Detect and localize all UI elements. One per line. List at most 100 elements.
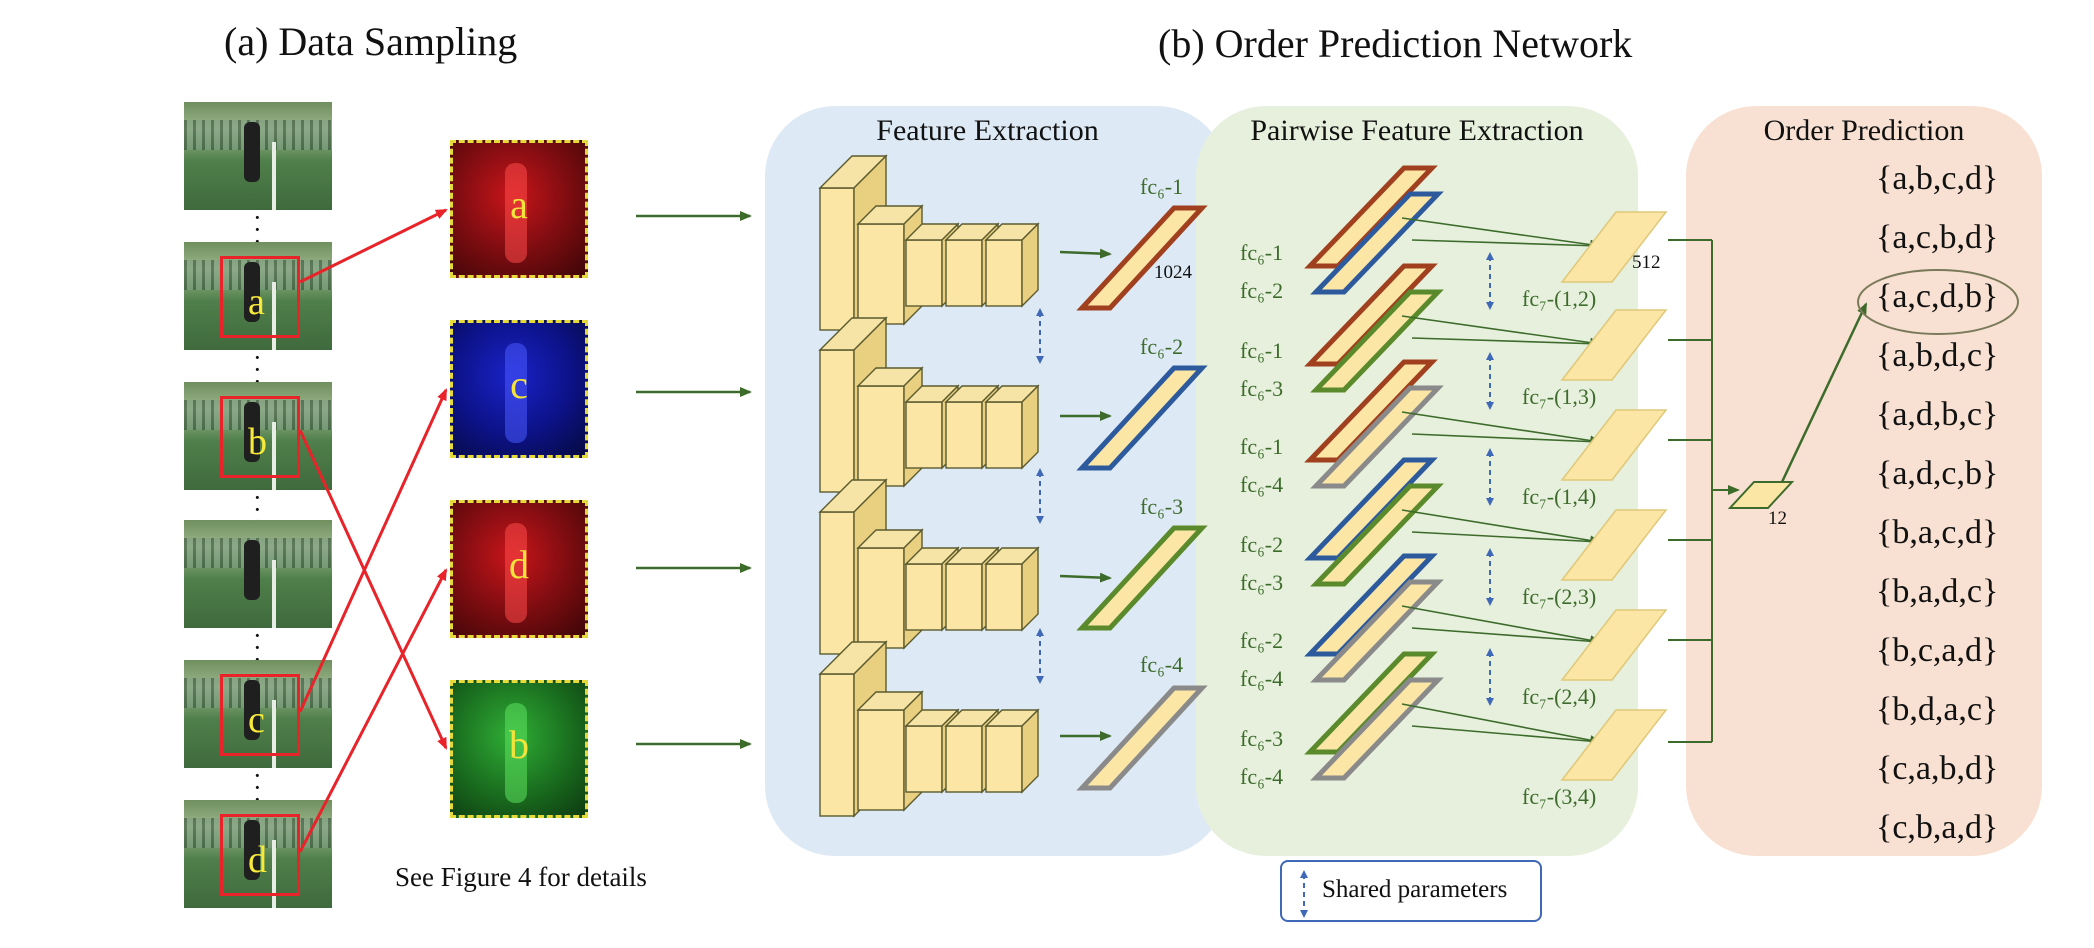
fc6-layers xyxy=(1076,205,1208,791)
network-title: (b) Order Prediction Network xyxy=(1158,21,1633,66)
fc6-2-layer xyxy=(1076,365,1208,471)
conv-block xyxy=(984,708,1040,794)
pairwise-panel xyxy=(1196,106,1638,856)
fc7-size-label: 512 xyxy=(1632,252,1661,273)
conv-block xyxy=(984,546,1040,632)
shared-parameters-legend: Shared parameters xyxy=(1280,860,1542,922)
permutation-item: {b,a,d,c} xyxy=(1876,573,1999,610)
pair-top-label: fc₆-3 xyxy=(1240,726,1284,751)
video-frame xyxy=(184,102,332,210)
fc6-3-layer xyxy=(1076,525,1208,631)
permutation-item: {a,b,c,d} xyxy=(1876,160,1999,197)
output-layer xyxy=(1727,481,1795,509)
pair-top-label: fc₆-1 xyxy=(1240,434,1284,459)
fc7-label: fc₇-(1,2) xyxy=(1522,286,1597,311)
fc6-arrows xyxy=(1059,248,1112,741)
crop-label: d xyxy=(509,542,529,587)
shared-arrow-icon xyxy=(1300,870,1308,918)
permutation-item: {a,d,b,c} xyxy=(1876,396,1999,433)
pairwise-title: Pairwise Feature Extraction xyxy=(1250,114,1584,147)
cnn-stacks xyxy=(818,154,1040,818)
concat-bracket xyxy=(1668,239,1740,743)
permutation-item: {b,c,a,d} xyxy=(1876,632,1999,669)
order-prediction-panel xyxy=(1686,106,2042,856)
pairwise-layers xyxy=(1304,165,1444,781)
pair-top-label: fc₆-1 xyxy=(1240,240,1284,265)
cnn-stack xyxy=(818,154,1040,332)
pair-top-label: fc₆-2 xyxy=(1240,532,1284,557)
fc6-size-label: 1024 xyxy=(1154,262,1192,283)
sampling-title: (a) Data Sampling xyxy=(224,19,518,64)
correct-order-ellipse xyxy=(1857,269,2019,335)
conv-block xyxy=(984,222,1040,308)
crop-b: b xyxy=(450,680,588,818)
ellipsis: ··· xyxy=(253,203,262,255)
pair-bottom-label: fc₆-2 xyxy=(1240,278,1284,303)
frame-label: a xyxy=(248,281,265,323)
video-frame-a: a xyxy=(184,242,332,350)
arrow-a xyxy=(299,208,448,284)
permutation-item: {a,b,d,c} xyxy=(1876,337,1999,374)
crop-d: d xyxy=(450,500,588,638)
conv-block xyxy=(984,384,1040,470)
crop-label: a xyxy=(510,182,528,227)
pair-bottom-label: fc₆-3 xyxy=(1240,376,1284,401)
pair-to-fc7-lines xyxy=(1401,217,1602,746)
arrow-c xyxy=(298,388,448,713)
video-frame-b: b xyxy=(184,382,332,490)
crop-label: c xyxy=(510,362,528,407)
fc7-label: fc₇-(3,4) xyxy=(1522,784,1597,809)
sampling-arrows xyxy=(298,208,448,853)
fc7-layers xyxy=(1560,211,1668,781)
permutation-item: {b,a,c,d} xyxy=(1876,514,1999,551)
fc7-label: fc₇-(2,3) xyxy=(1522,584,1597,609)
fc6-1-layer xyxy=(1076,205,1208,311)
pair-bottom-label: fc₆-3 xyxy=(1240,570,1284,595)
fc6-label: fc₆-2 xyxy=(1140,334,1184,359)
ellipsis: ··· xyxy=(253,761,262,813)
crop-a: a xyxy=(450,140,588,278)
output-size-label: 12 xyxy=(1768,508,1787,529)
frame-label: c xyxy=(248,699,265,741)
pair-top-label: fc₆-1 xyxy=(1240,338,1284,363)
permutation-item: {c,a,b,d} xyxy=(1876,750,1999,787)
pair-bottom-label: fc₆-4 xyxy=(1240,764,1284,789)
pair-bottom-label: fc₆-4 xyxy=(1240,666,1284,691)
arrow-d xyxy=(298,568,448,853)
fc6-label: fc₆-4 xyxy=(1140,652,1184,677)
pair-top-label: fc₆-2 xyxy=(1240,628,1284,653)
cnn-stack xyxy=(818,640,1040,818)
permutation-item: {c,b,a,d} xyxy=(1876,809,1999,846)
permutation-item: {a,c,d,b} xyxy=(1876,278,1999,315)
ellipsis: ··· xyxy=(253,343,262,395)
feature-extraction-title: Feature Extraction xyxy=(876,114,1099,147)
crop-c: c xyxy=(450,320,588,458)
permutation-item: {b,d,a,c} xyxy=(1876,691,1999,728)
cnn-stack xyxy=(818,316,1040,494)
pair-bottom-label: fc₆-4 xyxy=(1240,472,1284,497)
video-frame-c: c xyxy=(184,660,332,768)
fc7-label: fc₇-(1,4) xyxy=(1522,484,1597,509)
fc7-label: fc₇-(2,4) xyxy=(1522,684,1597,709)
fc7-label: fc₇-(1,3) xyxy=(1522,384,1597,409)
fc6-4-layer xyxy=(1076,685,1208,791)
ellipsis: ··· xyxy=(253,621,262,673)
order-prediction-title: Order Prediction xyxy=(1763,114,1965,147)
frame-label: d xyxy=(248,839,267,881)
permutation-item: {a,d,c,b} xyxy=(1876,455,1999,492)
fc6-label: fc₆-1 xyxy=(1140,174,1184,199)
video-frame xyxy=(184,520,332,628)
video-frame-d: d xyxy=(184,800,332,908)
shared-parameters-label: Shared parameters xyxy=(1322,876,1508,903)
prediction-arrow xyxy=(1780,302,1868,483)
permutation-item: {a,c,b,d} xyxy=(1876,219,1999,256)
input-arrows xyxy=(636,211,752,749)
crop-label: b xyxy=(509,722,529,767)
fc6-label: fc₆-3 xyxy=(1140,494,1184,519)
see-figure-note: See Figure 4 for details xyxy=(395,862,647,892)
arrow-b xyxy=(298,429,448,750)
cnn-stack xyxy=(818,478,1040,656)
frame-label: b xyxy=(248,421,267,463)
